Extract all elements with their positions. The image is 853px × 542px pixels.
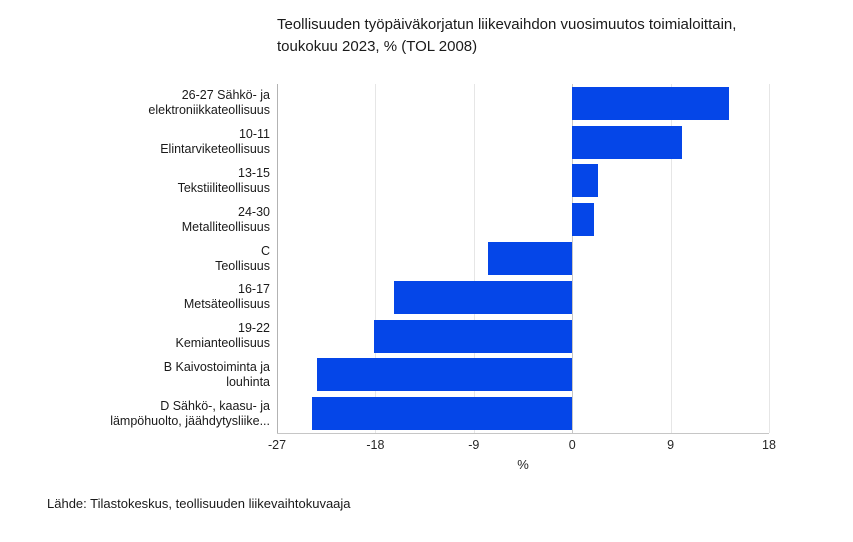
category-label-line: 26-27 Sähkö- ja <box>181 88 270 103</box>
x-axis-label: % <box>517 457 529 472</box>
chart-title: Teollisuuden työpäiväkorjatun liikevaihd… <box>277 14 817 58</box>
x-axis-ticks: -27 -18 -9 0 9 18 <box>268 438 776 454</box>
category-label-line: Elintarviketeollisuus <box>160 142 270 157</box>
x-tick-label-18: 18 <box>762 438 776 452</box>
category-label-6: 19-22 Kemianteollisuus <box>0 317 271 356</box>
bar-13-15 <box>572 164 599 198</box>
category-label-line: D Sähkö-, kaasu- ja <box>160 398 270 413</box>
category-label-0: 26-27 Sähkö- ja elektroniikkateollisuus <box>0 84 270 123</box>
x-tick-label-0: 0 <box>568 438 576 452</box>
category-label-4: C Teollisuus <box>0 239 270 278</box>
category-label-1: 10-11 Elintarviketeollisuus <box>0 123 270 162</box>
x-tick-label-9: 9 <box>667 438 675 452</box>
category-label-line: Metsäteollisuus <box>183 297 270 312</box>
category-axis-labels: 26-27 Sähkö- ja elektroniikkateollisuus 10… <box>0 84 270 433</box>
category-label-line: lämpöhuolto, jäähdytysliike... <box>110 413 270 428</box>
x-tick-label--18: -18 <box>366 438 385 452</box>
chart-title-line-2: toukokuu 2023, % (TOL 2008) <box>277 38 478 55</box>
category-label-line: Kemianteollisuus <box>175 336 271 351</box>
category-label-3: 24-30 Metalliteollisuus <box>0 200 270 239</box>
plot-area <box>277 84 770 434</box>
category-label-line: B Kaivostoiminta ja <box>163 359 270 374</box>
category-label-line: 19-22 <box>238 321 270 336</box>
bar-c <box>488 242 573 275</box>
bar-24-30 <box>572 203 595 237</box>
category-label-line: louhinta <box>226 374 270 389</box>
category-label-line: elektroniikkateollisuus <box>148 103 270 118</box>
category-label-8: D Sähkö-, kaasu- ja lämpöhuolto, jäähdyty… <box>0 394 270 433</box>
source-note: Lähde: Tilastokeskus, teollisuuden liike… <box>47 496 351 511</box>
gridline--18 <box>375 84 377 433</box>
category-label-line: 10-11 <box>238 127 270 142</box>
x-tick-label--9: -9 <box>468 438 480 452</box>
category-label-2: 13-15 Tekstiiliteollisuus <box>0 162 270 201</box>
gridline--27 <box>277 84 278 433</box>
category-label-line: 13-15 <box>238 165 270 180</box>
gridline-9 <box>670 84 672 433</box>
category-label-line: 24-30 <box>238 204 270 219</box>
category-label-line: Metalliteollisuus <box>181 219 270 234</box>
category-label-line: Tekstiiliteollisuus <box>177 180 270 195</box>
category-label-line: Teollisuus <box>215 258 270 273</box>
gridline-18 <box>769 84 770 433</box>
gridline-0 <box>572 84 574 433</box>
bar-d <box>311 397 573 431</box>
category-label-line: C <box>260 243 270 258</box>
bar-b <box>317 358 573 392</box>
category-label-line: 16-17 <box>238 282 270 297</box>
gridline--9 <box>473 84 475 433</box>
x-tick-label--27: -27 <box>267 438 287 452</box>
bar-19-22 <box>374 319 573 353</box>
bar-26-27 <box>572 86 729 120</box>
bar-10-11 <box>572 125 682 159</box>
bar-16-17 <box>393 280 573 314</box>
category-label-5: 16-17 Metsäteollisuus <box>0 278 270 317</box>
category-label-7: B Kaivostoiminta ja louhinta <box>0 355 270 394</box>
chart-title-line-1: Teollisuuden työpäiväkorjatun liikevaihd… <box>277 16 737 33</box>
